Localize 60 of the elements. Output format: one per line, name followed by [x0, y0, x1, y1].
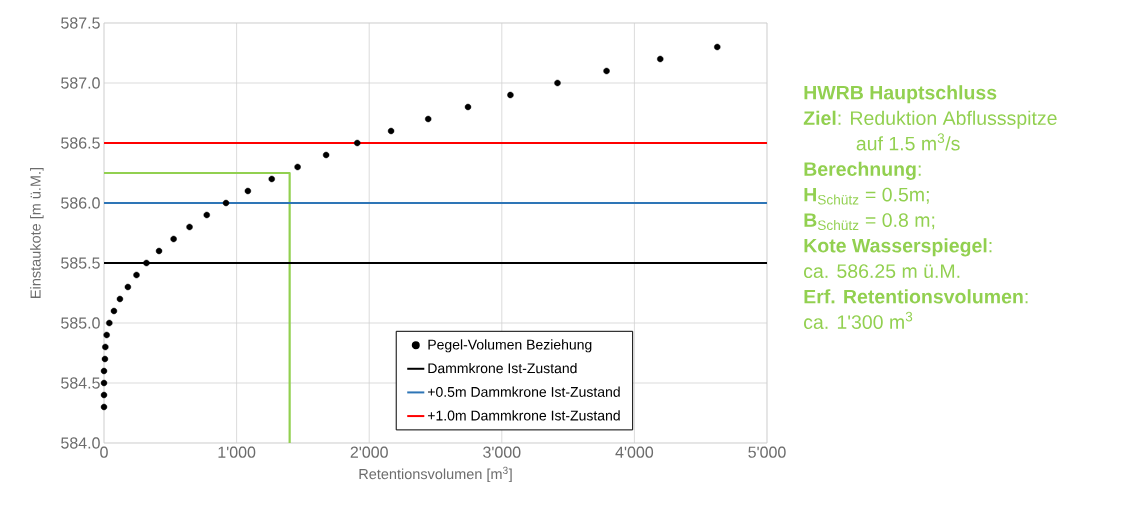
- text: Kote Wasserspiegel:: [804, 238, 992, 257]
- y-tick-label: 585.5: [61, 257, 100, 269]
- point: [133, 271, 140, 279]
- point: [244, 187, 252, 195]
- point: [124, 283, 132, 291]
- legend-label: +0.5m Dammkrone Ist-Zustand: [427, 386, 620, 397]
- legend-label: Dammkrone Ist-Zustand: [428, 362, 577, 374]
- point: [554, 79, 561, 87]
- x-tick-label: 1'000: [218, 446, 256, 458]
- text: B$_{Schütz}$ = 0.8 m;: [804, 213, 935, 231]
- x-tick-label: 2'000: [350, 446, 388, 458]
- x-tick-label: 5'000: [748, 446, 786, 458]
- y-tick-label: 585.0: [61, 317, 100, 329]
- point: [100, 379, 108, 387]
- x-tick-label: 0: [100, 446, 108, 458]
- point: [143, 259, 150, 267]
- y-tick-label: 584.5: [61, 377, 100, 389]
- text: H$_{Schütz}$ = 0.5m;: [804, 187, 929, 205]
- text: HWRB Hauptschluss: [804, 85, 997, 104]
- x-tick-label: 4'000: [615, 446, 654, 458]
- point: [268, 175, 275, 183]
- y-tick-label: 584.0: [61, 437, 100, 449]
- y-axis-title: Einstaukote [m ü.M.]: [30, 167, 44, 298]
- point: [186, 223, 193, 231]
- point: [222, 199, 230, 207]
- point: [294, 163, 301, 171]
- point: [116, 295, 124, 303]
- point: [507, 91, 514, 99]
- y-tick-label: 586.5: [61, 137, 100, 149]
- point: [106, 319, 113, 327]
- point: [170, 235, 177, 243]
- x-tick-label: 3'000: [483, 446, 521, 458]
- point: [425, 115, 432, 123]
- point: [322, 151, 330, 159]
- y-tick-label: 587.0: [61, 77, 100, 89]
- point: [354, 139, 361, 147]
- text: ca. 586.25 m ü.M.: [804, 264, 960, 279]
- text: Berechnung:: [804, 161, 921, 180]
- point: [464, 103, 472, 111]
- point: [714, 43, 721, 51]
- point: [387, 127, 395, 135]
- x-axis-title: Retentionsvolumen [m$^{3}$]: [359, 466, 512, 483]
- point: [103, 331, 110, 339]
- text: ca. 1'300 m$^{3}$: [804, 311, 913, 329]
- point: [100, 367, 108, 375]
- point: [101, 355, 109, 363]
- point: [155, 247, 163, 255]
- legend-label: Pegel-Volumen Beziehung: [428, 339, 592, 353]
- text: Erf. Retentionsvolumen:: [804, 289, 1028, 304]
- y-tick-label: 586.0: [61, 197, 100, 209]
- point: [603, 67, 610, 75]
- y-tick-label: 587.5: [61, 17, 100, 29]
- point: [100, 403, 108, 411]
- text: Ziel: Reduktion Abflussspitze auf 1.5 m$^{3}$/s: [803, 110, 1057, 151]
- point: [657, 55, 664, 63]
- point: [102, 343, 109, 351]
- legend-label: +1.0m Dammkrone Ist-Zustand: [427, 410, 620, 421]
- point: [110, 307, 118, 315]
- point: [100, 391, 108, 399]
- point: [203, 211, 210, 219]
